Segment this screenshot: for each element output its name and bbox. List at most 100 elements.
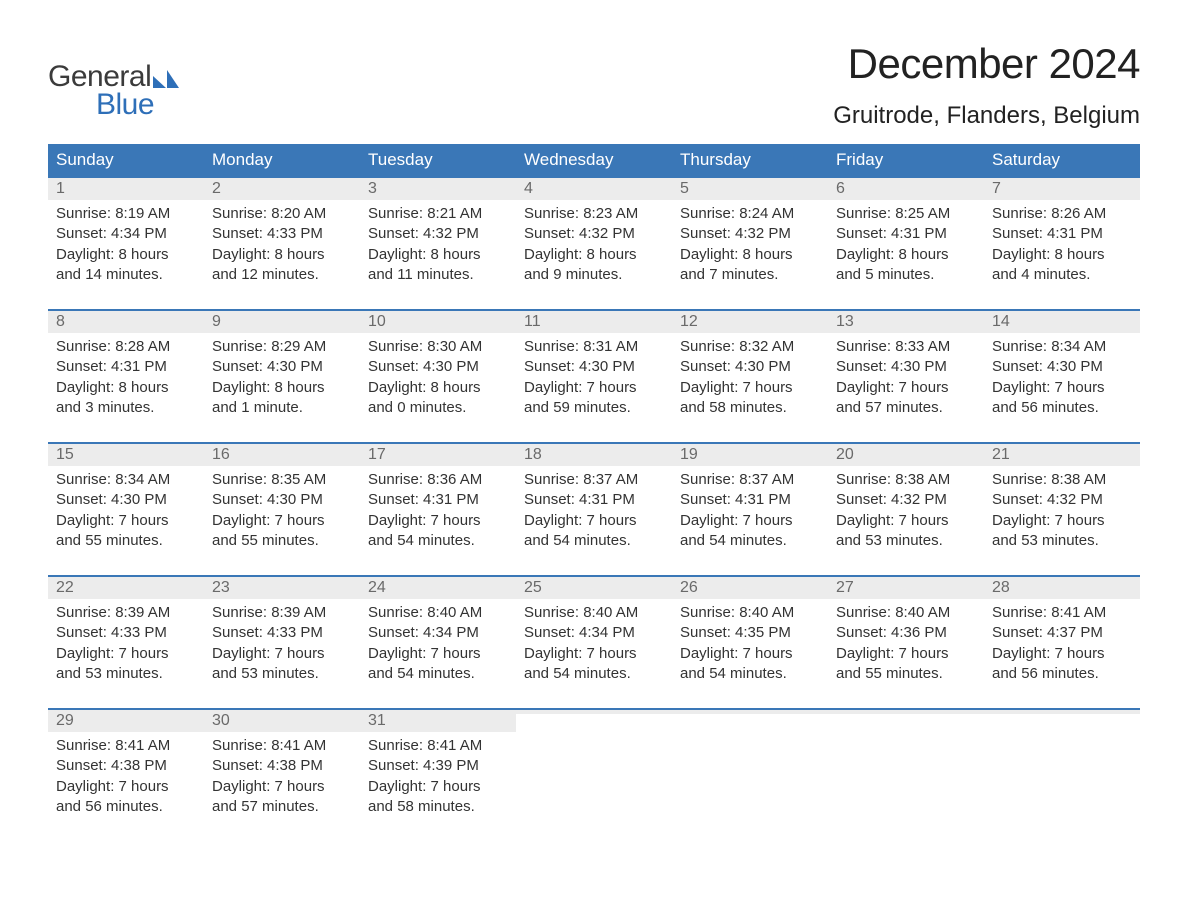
daylight-line-2: and 11 minutes. [368,265,510,285]
sunrise-text: Sunrise: 8:40 AM [524,603,666,623]
day-number-row: 15 [48,444,204,466]
day-cell: 24Sunrise: 8:40 AMSunset: 4:34 PMDayligh… [360,577,516,688]
daylight-line-2: and 56 minutes. [56,797,198,817]
day-cell: 27Sunrise: 8:40 AMSunset: 4:36 PMDayligh… [828,577,984,688]
sunset-text: Sunset: 4:39 PM [368,756,510,776]
daylight-line-2: and 0 minutes. [368,398,510,418]
day-number: 6 [828,178,984,200]
day-number-row: 26 [672,577,828,599]
day-number-row: 23 [204,577,360,599]
sunrise-text: Sunrise: 8:19 AM [56,204,198,224]
day-body: Sunrise: 8:31 AMSunset: 4:30 PMDaylight:… [516,333,672,422]
day-body: Sunrise: 8:38 AMSunset: 4:32 PMDaylight:… [984,466,1140,555]
sunrise-text: Sunrise: 8:24 AM [680,204,822,224]
daylight-line-1: Daylight: 7 hours [212,777,354,797]
daylight-line-1: Daylight: 7 hours [212,644,354,664]
day-number: 21 [984,444,1140,466]
sunrise-text: Sunrise: 8:28 AM [56,337,198,357]
day-body: Sunrise: 8:38 AMSunset: 4:32 PMDaylight:… [828,466,984,555]
day-cell: 30Sunrise: 8:41 AMSunset: 4:38 PMDayligh… [204,710,360,821]
daylight-line-1: Daylight: 8 hours [992,245,1134,265]
day-number-row: 12 [672,311,828,333]
sunset-text: Sunset: 4:31 PM [680,490,822,510]
daylight-line-2: and 56 minutes. [992,398,1134,418]
daylight-line-2: and 14 minutes. [56,265,198,285]
sunrise-text: Sunrise: 8:30 AM [368,337,510,357]
sunset-text: Sunset: 4:32 PM [992,490,1134,510]
day-body: Sunrise: 8:40 AMSunset: 4:36 PMDaylight:… [828,599,984,688]
daylight-line-1: Daylight: 7 hours [56,511,198,531]
day-number: 16 [204,444,360,466]
daylight-line-2: and 54 minutes. [680,664,822,684]
week-row: 1Sunrise: 8:19 AMSunset: 4:34 PMDaylight… [48,176,1140,289]
day-cell: 18Sunrise: 8:37 AMSunset: 4:31 PMDayligh… [516,444,672,555]
sunset-text: Sunset: 4:35 PM [680,623,822,643]
daylight-line-2: and 57 minutes. [836,398,978,418]
sunrise-text: Sunrise: 8:38 AM [992,470,1134,490]
day-body: Sunrise: 8:34 AMSunset: 4:30 PMDaylight:… [984,333,1140,422]
day-number: 13 [828,311,984,333]
day-cell: 25Sunrise: 8:40 AMSunset: 4:34 PMDayligh… [516,577,672,688]
day-cell: 20Sunrise: 8:38 AMSunset: 4:32 PMDayligh… [828,444,984,555]
day-number-row: 10 [360,311,516,333]
sunset-text: Sunset: 4:32 PM [368,224,510,244]
day-cell: 26Sunrise: 8:40 AMSunset: 4:35 PMDayligh… [672,577,828,688]
day-body: Sunrise: 8:40 AMSunset: 4:35 PMDaylight:… [672,599,828,688]
day-number-row: 27 [828,577,984,599]
daylight-line-2: and 54 minutes. [680,531,822,551]
day-number-row: 20 [828,444,984,466]
day-number-row: 19 [672,444,828,466]
day-cell: 2Sunrise: 8:20 AMSunset: 4:33 PMDaylight… [204,178,360,289]
daylight-line-2: and 58 minutes. [368,797,510,817]
daylight-line-2: and 53 minutes. [56,664,198,684]
day-cell: 19Sunrise: 8:37 AMSunset: 4:31 PMDayligh… [672,444,828,555]
day-cell: 17Sunrise: 8:36 AMSunset: 4:31 PMDayligh… [360,444,516,555]
daylight-line-2: and 54 minutes. [368,531,510,551]
day-number-row: 25 [516,577,672,599]
weekday-header: Thursday [672,144,828,176]
day-number: 11 [516,311,672,333]
day-number-row [984,710,1140,714]
sunset-text: Sunset: 4:38 PM [56,756,198,776]
day-number: 18 [516,444,672,466]
logo-text-blue: Blue [96,88,154,122]
sunrise-text: Sunrise: 8:37 AM [524,470,666,490]
day-body: Sunrise: 8:28 AMSunset: 4:31 PMDaylight:… [48,333,204,422]
day-cell [828,710,984,821]
day-body: Sunrise: 8:20 AMSunset: 4:33 PMDaylight:… [204,200,360,289]
day-body: Sunrise: 8:41 AMSunset: 4:38 PMDaylight:… [48,732,204,821]
sunrise-text: Sunrise: 8:39 AM [56,603,198,623]
day-number-row: 8 [48,311,204,333]
sunrise-text: Sunrise: 8:25 AM [836,204,978,224]
day-number-row: 13 [828,311,984,333]
day-number-row: 3 [360,178,516,200]
day-cell: 22Sunrise: 8:39 AMSunset: 4:33 PMDayligh… [48,577,204,688]
day-cell: 23Sunrise: 8:39 AMSunset: 4:33 PMDayligh… [204,577,360,688]
sunrise-text: Sunrise: 8:36 AM [368,470,510,490]
sunrise-text: Sunrise: 8:23 AM [524,204,666,224]
sunset-text: Sunset: 4:32 PM [680,224,822,244]
day-cell: 28Sunrise: 8:41 AMSunset: 4:37 PMDayligh… [984,577,1140,688]
day-cell: 4Sunrise: 8:23 AMSunset: 4:32 PMDaylight… [516,178,672,289]
day-number: 9 [204,311,360,333]
sunset-text: Sunset: 4:30 PM [836,357,978,377]
sunset-text: Sunset: 4:34 PM [524,623,666,643]
day-number: 25 [516,577,672,599]
weeks-container: 1Sunrise: 8:19 AMSunset: 4:34 PMDaylight… [48,176,1140,821]
day-cell: 11Sunrise: 8:31 AMSunset: 4:30 PMDayligh… [516,311,672,422]
day-cell [984,710,1140,821]
day-number-row: 7 [984,178,1140,200]
sunset-text: Sunset: 4:32 PM [836,490,978,510]
day-body: Sunrise: 8:34 AMSunset: 4:30 PMDaylight:… [48,466,204,555]
day-cell: 13Sunrise: 8:33 AMSunset: 4:30 PMDayligh… [828,311,984,422]
sunrise-text: Sunrise: 8:39 AM [212,603,354,623]
day-number-row [672,710,828,714]
daylight-line-2: and 54 minutes. [524,531,666,551]
day-cell: 9Sunrise: 8:29 AMSunset: 4:30 PMDaylight… [204,311,360,422]
day-body: Sunrise: 8:40 AMSunset: 4:34 PMDaylight:… [360,599,516,688]
day-number-row: 14 [984,311,1140,333]
day-cell: 16Sunrise: 8:35 AMSunset: 4:30 PMDayligh… [204,444,360,555]
day-number: 24 [360,577,516,599]
daylight-line-1: Daylight: 8 hours [212,245,354,265]
day-number: 5 [672,178,828,200]
